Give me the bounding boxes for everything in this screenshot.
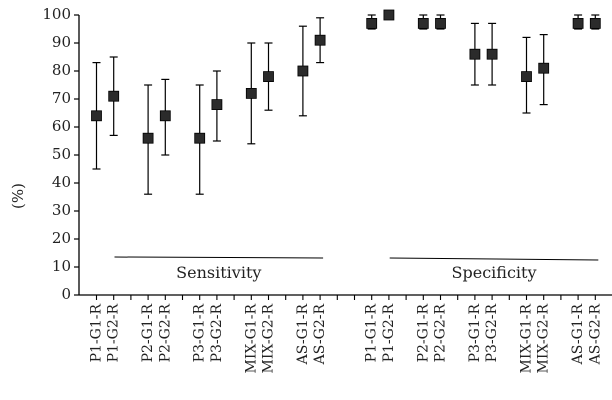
y-tick-label: 60 [52,117,71,135]
data-point [91,110,102,122]
category-label: P2-G1-R [415,304,431,363]
plot-marks [91,9,601,195]
data-point [142,132,154,144]
category-label: P1-G2-R [381,304,397,363]
data-point [366,17,378,29]
y-axis-title: (%) [9,183,27,209]
group-label: Specificity [452,263,537,282]
data-point [521,71,532,82]
category-label: P2-G2-R [433,304,449,363]
category-label: MIX-G2-R [536,304,552,374]
category-label: P3-G1-R [192,304,208,363]
category-label: P3-G1-R [467,304,483,363]
y-tick-label: 70 [52,89,71,107]
y-tick-label: 20 [52,229,71,247]
category-label: P3-G2-R [484,304,500,363]
data-point [572,17,584,29]
group-line [389,257,599,261]
category-label: P3-G2-R [209,304,225,363]
group-label: Sensitivity [176,263,261,282]
data-point [383,9,395,21]
data-point [417,17,429,29]
y-tick-label: 10 [52,257,71,275]
data-point [211,99,223,110]
category-label: P1-G1-R [89,304,105,363]
category-label: P2-G1-R [140,304,156,363]
category-label: P1-G1-R [364,304,380,363]
y-tick-label: 30 [52,201,71,219]
data-point [245,88,257,99]
data-point [538,62,550,74]
y-tick-label: 80 [52,61,71,79]
data-point [297,65,309,77]
data-point [486,48,498,60]
category-label: AS-G1-R [295,304,311,366]
y-tick-label: 90 [52,33,71,51]
group-line [114,256,324,259]
data-point [263,71,274,82]
data-point [435,17,446,29]
y-axis: 0 10 20 30 40 50 60 70 80 90 100 [42,5,80,303]
category-label: AS-G1-R [570,304,586,366]
data-point [159,110,171,122]
group-labels: Sensitivity Specificity [114,256,599,282]
category-label: MIX-G1-R [243,304,259,374]
category-label: P2-G2-R [157,304,173,363]
data-point [108,90,120,102]
y-tick-label: 100 [42,5,71,23]
category-label: P1-G2-R [106,304,122,363]
data-point [589,17,601,29]
category-label: AS-G2-R [312,304,328,366]
data-point [314,34,326,46]
category-label: AS-G2-R [587,304,603,366]
y-tick-label: 0 [61,285,71,303]
data-point [194,132,206,144]
category-label: MIX-G1-R [519,304,535,374]
data-point [469,48,481,60]
y-tick-label: 50 [52,145,71,163]
y-tick-label: 40 [52,173,71,191]
x-axis: P1-G1-R P1-G2-R P2-G1-R P2-G2-R P3-G1-R P3-G2… [79,294,612,374]
category-label: MIX-G2-R [261,304,277,374]
